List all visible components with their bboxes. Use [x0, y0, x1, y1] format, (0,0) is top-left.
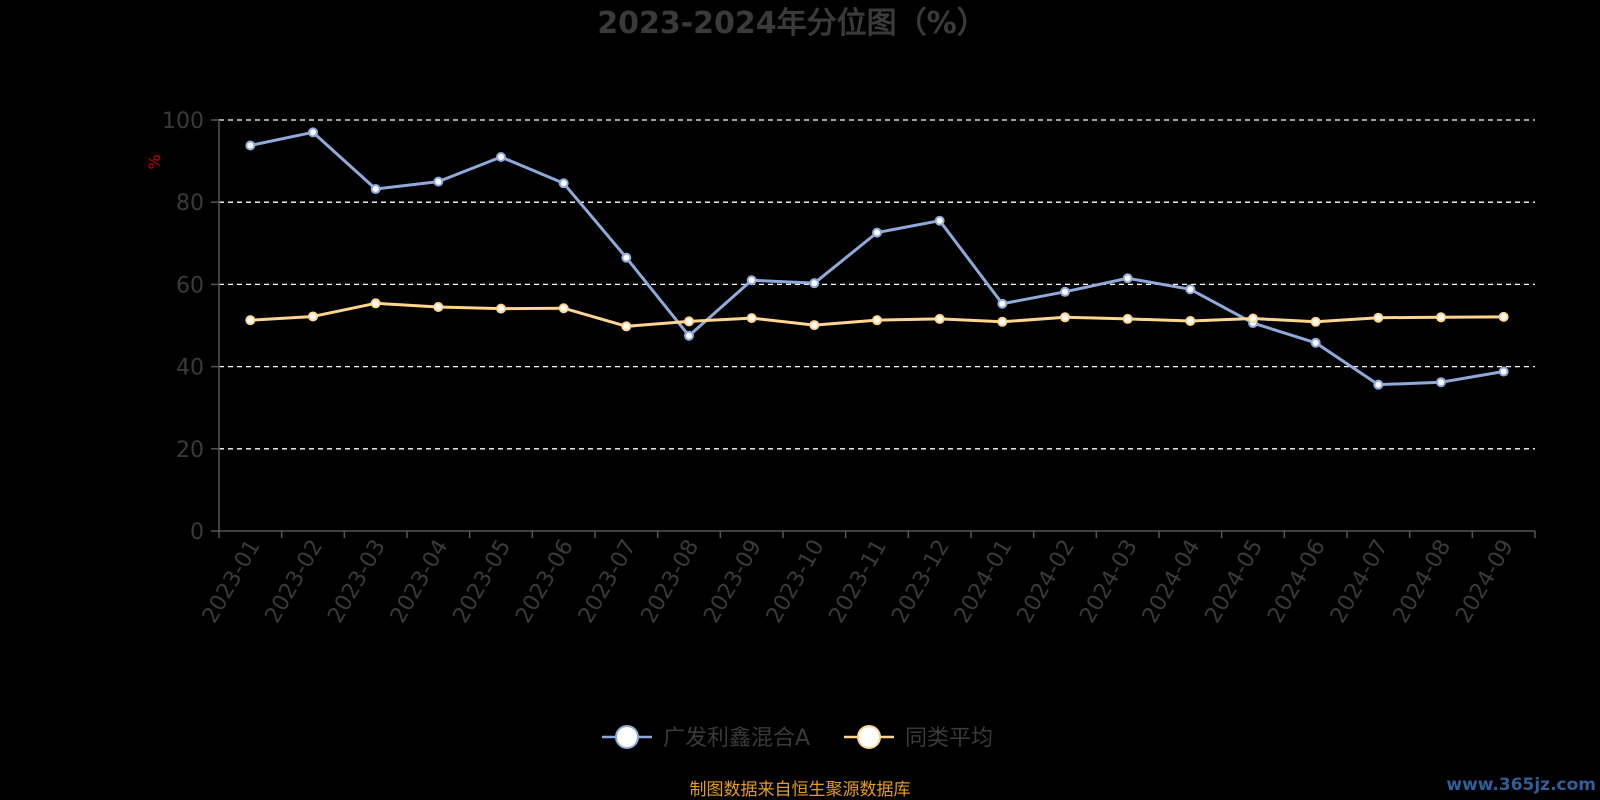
x-tick-label-2023-04: 2023-04: [386, 536, 454, 628]
x-tick-label-2024-01: 2024-01: [950, 536, 1018, 628]
y-tick-label-40: 40: [176, 356, 204, 381]
series-1-point-2024-01[interactable]: [997, 298, 1008, 309]
series-1-point-2024-07[interactable]: [1373, 379, 1384, 390]
series-2-point-2023-04[interactable]: [433, 302, 444, 313]
series-2-point-2023-02[interactable]: [308, 311, 318, 322]
chart-title: 2023-2024年分位图（%）: [597, 6, 987, 41]
series-1-point-2023-04[interactable]: [433, 176, 444, 187]
series-1-point-2024-03[interactable]: [1122, 273, 1133, 284]
x-tick-label-2024-09: 2024-09: [1451, 536, 1519, 628]
series-2-point-2023-05[interactable]: [496, 303, 506, 314]
legend-marker-2: [857, 725, 881, 749]
legend-item-2[interactable]: 同类平均: [844, 725, 993, 751]
x-tick-label-2024-06: 2024-06: [1263, 536, 1331, 628]
x-tick-label-2023-06: 2023-06: [511, 536, 579, 628]
x-tick-labels: 2023-012023-022023-032023-042023-052023-…: [198, 536, 1519, 628]
series-1-point-2023-02[interactable]: [308, 127, 318, 138]
series-1-point-2024-08[interactable]: [1436, 377, 1446, 388]
x-tick-label-2024-07: 2024-07: [1326, 536, 1394, 628]
watermark: www.365jz.com: [1446, 775, 1596, 795]
series-1-point-2023-05[interactable]: [496, 151, 506, 162]
series-2: [245, 298, 1509, 332]
series-1-point-2024-09[interactable]: [1498, 366, 1509, 377]
series-1-point-2024-02[interactable]: [1060, 286, 1070, 297]
series-2-point-2024-05[interactable]: [1248, 313, 1258, 324]
y-tick-label-0: 0: [190, 520, 204, 545]
series-1-point-2023-08[interactable]: [684, 330, 694, 341]
x-tick-label-2023-12: 2023-12: [887, 536, 955, 628]
legend-item-1[interactable]: 广发利鑫混合A: [602, 725, 810, 751]
y-tick-label-80: 80: [176, 191, 204, 216]
series-2-point-2023-08[interactable]: [684, 316, 694, 327]
series-1-point-2023-06[interactable]: [558, 178, 569, 189]
series-1-point-2023-03[interactable]: [370, 184, 381, 195]
x-tick-label-2024-02: 2024-02: [1013, 536, 1081, 628]
series-2-point-2024-08[interactable]: [1436, 312, 1446, 323]
series-2-point-2024-04[interactable]: [1185, 315, 1196, 326]
series-2-point-2023-11[interactable]: [872, 315, 882, 326]
series-1-point-2023-11[interactable]: [872, 227, 882, 238]
x-tick-label-2023-11: 2023-11: [825, 536, 893, 628]
x-tick-label-2024-03: 2024-03: [1075, 536, 1143, 628]
y-tick-label-60: 60: [176, 273, 204, 298]
series-1-point-2024-04[interactable]: [1185, 284, 1196, 295]
series-2-point-2024-01[interactable]: [997, 316, 1008, 327]
series-1-point-2023-01[interactable]: [245, 140, 256, 151]
x-tick-label-2023-07: 2023-07: [574, 536, 642, 628]
legend-label-1: 广发利鑫混合A: [663, 726, 810, 751]
y-axis-label: %: [145, 154, 164, 169]
series-2-point-2024-06[interactable]: [1310, 316, 1321, 327]
series-2-point-2023-01[interactable]: [245, 315, 256, 326]
series-lines: [245, 127, 1509, 390]
series-1-point-2023-09[interactable]: [746, 275, 757, 286]
x-tick-label-2024-04: 2024-04: [1138, 536, 1206, 628]
series-1: [245, 127, 1509, 390]
series-1-point-2023-07[interactable]: [621, 252, 632, 263]
series-1-point-2023-10[interactable]: [809, 278, 820, 289]
grid-lines: [219, 119, 1535, 450]
series-1-point-2024-06[interactable]: [1310, 337, 1321, 348]
series-2-point-2023-07[interactable]: [621, 321, 632, 332]
y-tick-label-20: 20: [176, 438, 204, 463]
x-tick-label-2023-10: 2023-10: [762, 536, 830, 628]
x-tick-label-2023-09: 2023-09: [699, 536, 767, 628]
series-2-point-2023-03[interactable]: [370, 298, 381, 309]
legend: 广发利鑫混合A 同类平均: [602, 725, 993, 751]
y-tick-labels: 0 20 40 60 80 100: [162, 109, 204, 545]
legend-marker-1: [615, 725, 639, 749]
axes: [211, 119, 1536, 538]
series-1-point-2023-12[interactable]: [934, 215, 945, 226]
series-2-point-2023-10[interactable]: [809, 320, 820, 331]
x-tick-label-2023-03: 2023-03: [323, 536, 391, 628]
series-2-point-2024-07[interactable]: [1373, 312, 1384, 323]
series-2-point-2024-09[interactable]: [1498, 311, 1509, 322]
series-2-point-2023-09[interactable]: [746, 313, 757, 324]
x-tick-label-2024-08: 2024-08: [1389, 536, 1457, 628]
x-tick-label-2023-08: 2023-08: [637, 536, 705, 628]
y-tick-label-100: 100: [162, 109, 204, 134]
data-source-note: 制图数据来自恒生聚源数据库: [690, 780, 911, 800]
series-2-point-2024-03[interactable]: [1122, 313, 1133, 324]
series-2-point-2023-12[interactable]: [934, 313, 945, 324]
series-2-point-2024-02[interactable]: [1060, 312, 1070, 323]
x-tick-label-2023-02: 2023-02: [261, 536, 329, 628]
x-tick-label-2023-01: 2023-01: [198, 536, 266, 628]
x-tick-label-2023-05: 2023-05: [449, 536, 517, 628]
series-2-point-2023-06[interactable]: [558, 303, 569, 314]
x-tick-label-2024-05: 2024-05: [1201, 536, 1269, 628]
legend-label-2: 同类平均: [905, 726, 993, 751]
